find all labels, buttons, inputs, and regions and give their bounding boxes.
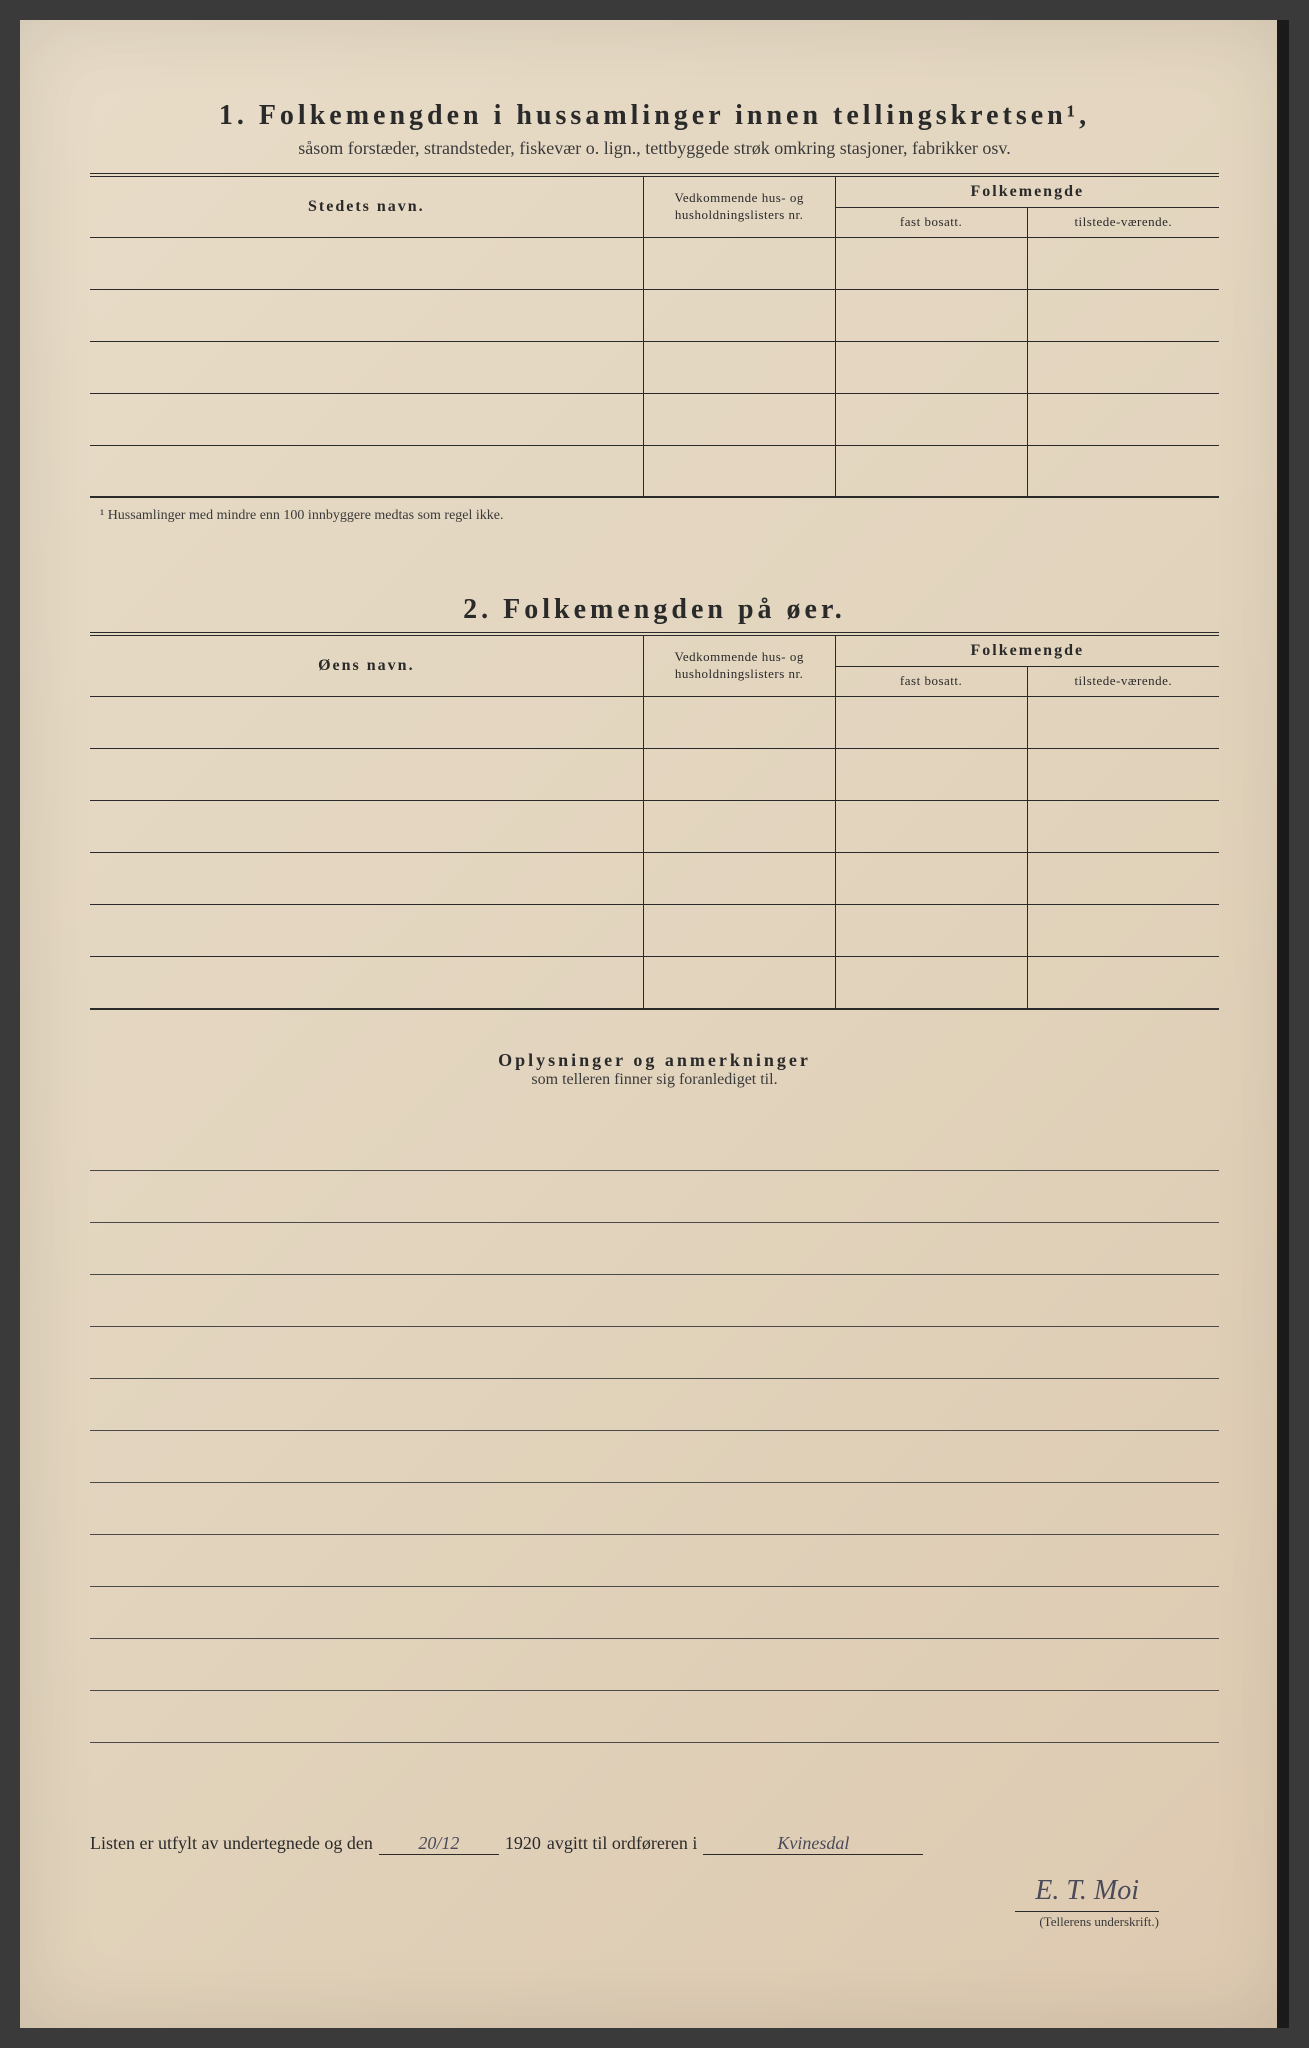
- section1-footnote: ¹ Hussamlinger med mindre enn 100 innbyg…: [90, 508, 1219, 524]
- signature-year: 1920: [505, 1833, 541, 1854]
- ruled-line: [90, 1223, 1219, 1275]
- section1-title-text: Folkemengden i hussamlinger innen tellin…: [259, 100, 1090, 131]
- ruled-line: [90, 1535, 1219, 1587]
- section1-subtitle: såsom forstæder, strandsteder, fiskevær …: [90, 138, 1219, 159]
- table-row: [90, 237, 1219, 289]
- section2-header-nr: Vedkommende hus- og husholdningslisters …: [643, 634, 835, 696]
- section1-table: Stedets navn. Vedkommende hus- og hushol…: [90, 173, 1219, 498]
- table-row: [90, 853, 1219, 905]
- section1-header-folkemengde: Folkemengde: [835, 175, 1219, 208]
- signature-date: 20/12: [379, 1833, 499, 1855]
- teller-name: E. T. Moi: [1015, 1875, 1159, 1912]
- teller-signature-block: E. T. Moi (Tellerens underskrift.): [90, 1875, 1219, 1930]
- table-row: [90, 289, 1219, 341]
- signature-line: Listen er utfylt av undertegnede og den …: [90, 1833, 1219, 1855]
- table-row: [90, 957, 1219, 1009]
- section1-header-name: Stedets navn.: [90, 175, 643, 237]
- section2-table: Øens navn. Vedkommende hus- og husholdni…: [90, 632, 1219, 1009]
- ruled-line: [90, 1171, 1219, 1223]
- section1-header-tilstede: tilstede-værende.: [1027, 208, 1219, 238]
- table-row: [90, 341, 1219, 393]
- section2-title: 2. Folkemengden på øer.: [90, 594, 1219, 626]
- table-row: [90, 749, 1219, 801]
- table-row: [90, 801, 1219, 853]
- ruled-line: [90, 1327, 1219, 1379]
- ruled-line: [90, 1119, 1219, 1171]
- remarks-title: Oplysninger og anmerkninger: [90, 1050, 1219, 1071]
- section1-header-nr: Vedkommende hus- og husholdningslisters …: [643, 175, 835, 237]
- ruled-line: [90, 1379, 1219, 1431]
- ruled-line: [90, 1483, 1219, 1535]
- signature-mid: avgitt til ordføreren i: [547, 1833, 697, 1854]
- ruled-line: [90, 1691, 1219, 1743]
- section1-header-fast: fast bosatt.: [835, 208, 1027, 238]
- section2-header-name: Øens navn.: [90, 634, 643, 696]
- signature-place: Kvinesdal: [703, 1833, 923, 1855]
- section1-body: [90, 237, 1219, 497]
- section2-header-fast: fast bosatt.: [835, 667, 1027, 697]
- table-row: [90, 445, 1219, 497]
- ruled-line: [90, 1639, 1219, 1691]
- ruled-line: [90, 1275, 1219, 1327]
- section2-number: 2.: [463, 594, 492, 625]
- section2-header-tilstede: tilstede-værende.: [1027, 667, 1219, 697]
- section2-title-text: Folkemengden på øer.: [503, 594, 846, 625]
- ruled-line: [90, 1587, 1219, 1639]
- table-row: [90, 905, 1219, 957]
- table-row: [90, 393, 1219, 445]
- section2-header-folkemengde: Folkemengde: [835, 634, 1219, 667]
- table-row: [90, 697, 1219, 749]
- section1-title: 1. Folkemengden i hussamlinger innen tel…: [90, 100, 1219, 132]
- remarks-subtitle: som telleren finner sig foranlediget til…: [90, 1071, 1219, 1089]
- ruled-line: [90, 1431, 1219, 1483]
- remarks-ruled-area: [90, 1119, 1219, 1743]
- census-form-page: 1. Folkemengden i hussamlinger innen tel…: [20, 20, 1289, 2028]
- teller-label: (Tellerens underskrift.): [90, 1914, 1159, 1930]
- signature-prefix: Listen er utfylt av undertegnede og den: [90, 1833, 373, 1854]
- section1-number: 1.: [219, 100, 248, 131]
- section2-body: [90, 697, 1219, 1009]
